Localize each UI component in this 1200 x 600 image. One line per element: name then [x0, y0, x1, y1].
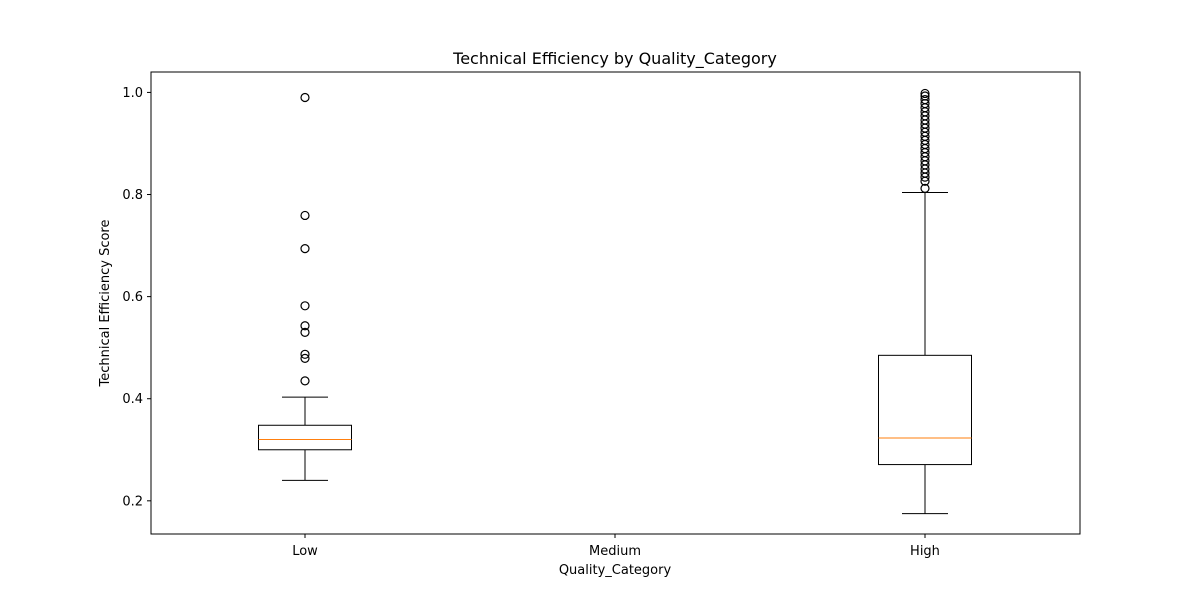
outlier-point — [300, 327, 310, 337]
y-tick-label: 1.0 — [122, 86, 143, 101]
plot-area: 0.2 0.4 0.6 0.8 1.0 Low Medium High — [122, 71, 1081, 559]
y-tick-label: 0.2 — [122, 494, 143, 509]
outlier-point — [300, 92, 310, 103]
outlier-point — [300, 210, 310, 221]
y-axis-label: Technical Efficiency Score — [98, 220, 113, 388]
outlier-point — [300, 321, 310, 331]
y-tick-label: 0.4 — [122, 392, 143, 407]
box-iqr — [878, 354, 972, 466]
outlier-point — [920, 91, 930, 101]
outlier-point — [920, 183, 930, 193]
chart-title: Technical Efficiency by Quality_Category — [452, 49, 777, 69]
outlier-point — [300, 301, 310, 311]
x-tick-label: High — [910, 544, 940, 559]
outlier-point — [300, 376, 310, 386]
box-iqr — [258, 424, 352, 451]
x-axis-label: Quality_Category — [559, 563, 672, 578]
y-tick-label: 0.6 — [122, 290, 143, 305]
outlier-point — [920, 88, 930, 99]
outlier-point — [300, 353, 310, 363]
y-tick-label: 0.8 — [122, 188, 143, 203]
outlier-point — [300, 244, 310, 254]
outlier-point — [920, 94, 930, 105]
x-tick-label: Medium — [589, 544, 641, 559]
outlier-point — [300, 349, 310, 359]
x-tick-label: Low — [292, 544, 318, 559]
